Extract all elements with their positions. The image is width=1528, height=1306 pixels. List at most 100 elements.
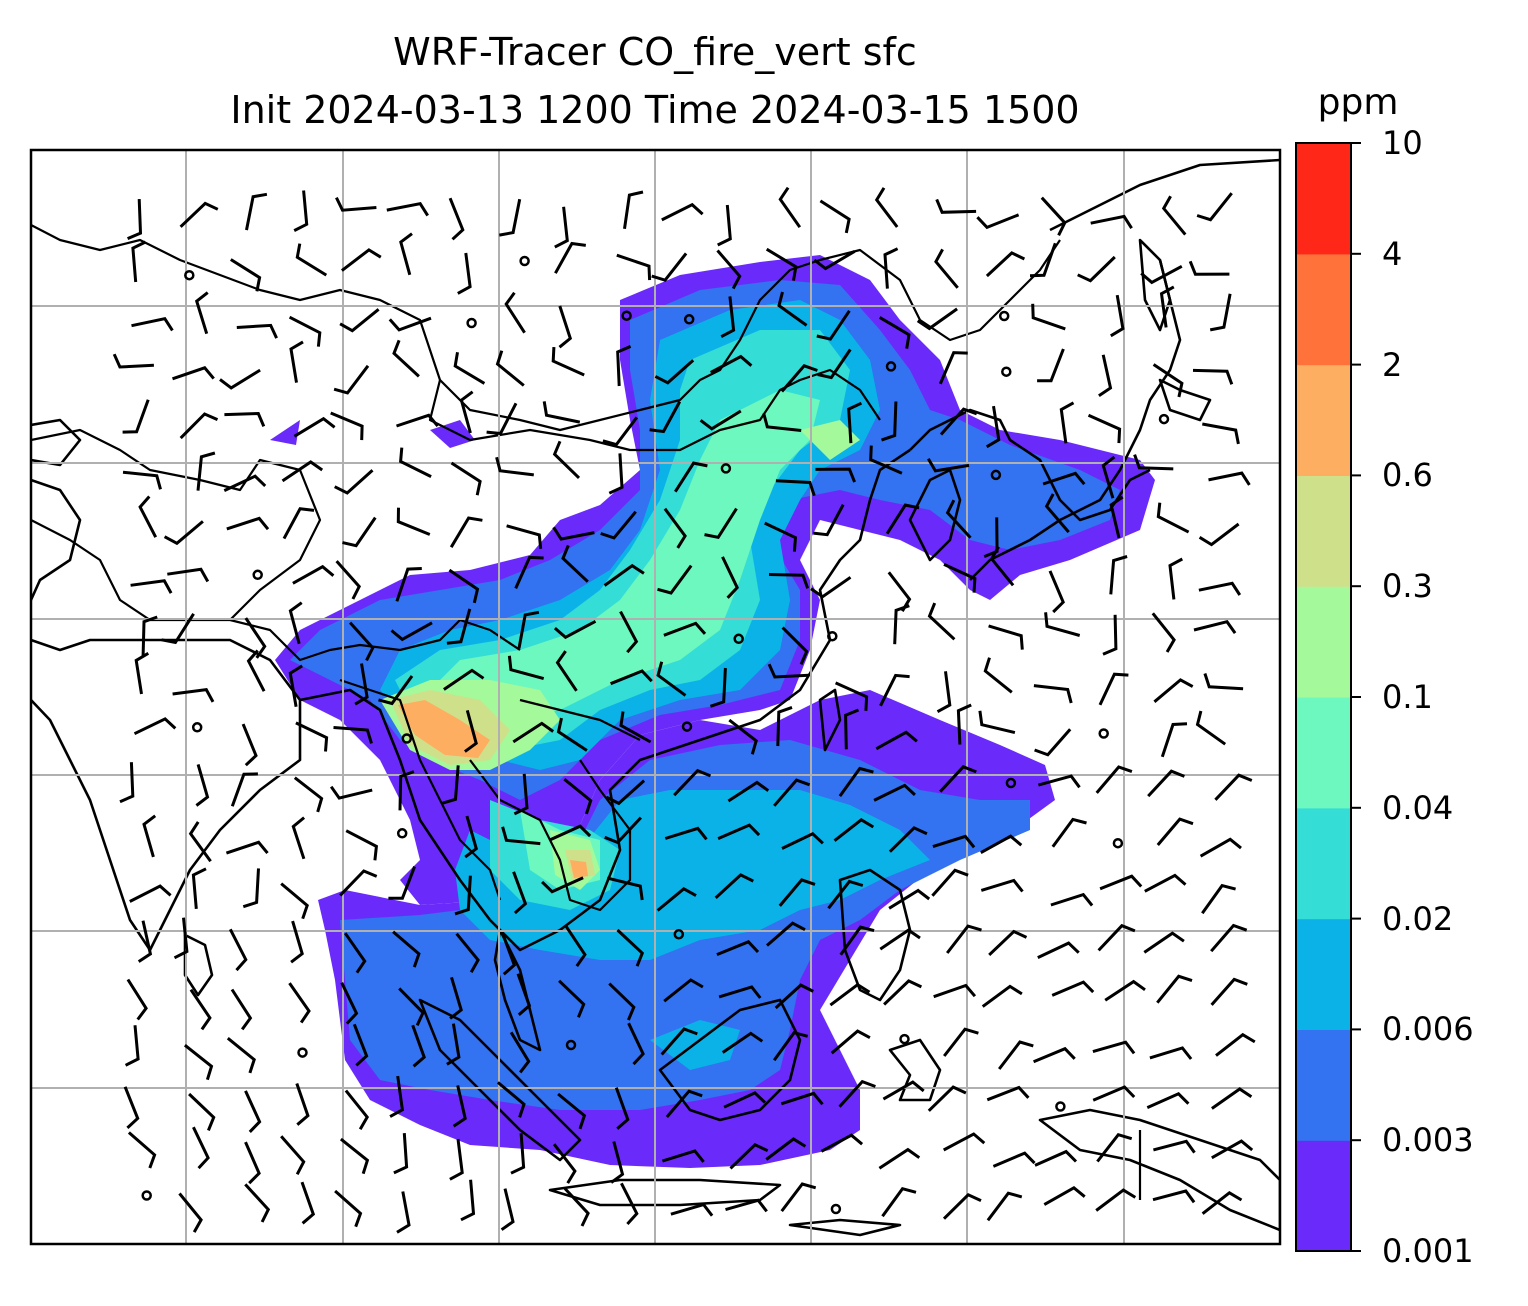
wind-barb [280,882,309,920]
wind-barb [1097,923,1136,952]
wind-barb [623,190,644,230]
wind-calm-marker [998,310,1010,322]
wind-barb [945,499,972,539]
wind-barb [764,521,798,552]
wind-barb [141,615,158,656]
concentration-band-0.04 [430,390,820,720]
colorbar-unit-label: ppm [1317,82,1399,123]
wind-barb [551,347,585,377]
wind-barb [674,461,708,493]
wind-barb [1211,1087,1253,1110]
border-vietnam-china [519,698,641,741]
wind-barb [1193,619,1237,634]
colorbar-tick-label: 0.04 [1382,788,1454,827]
wind-barb [619,711,652,744]
wind-barb [446,608,472,645]
wind-barb [1188,260,1230,276]
wind-barb [189,988,212,1031]
wind-barb [879,928,921,951]
wind-barb [552,526,595,541]
wind-barb [1087,413,1122,444]
wind-calm-marker [827,630,838,642]
wind-barb [717,823,761,840]
wind-barb [561,544,589,583]
wind-barb [334,469,374,495]
wind-barb [983,657,1013,694]
wind-barb [1043,1185,1086,1206]
wind-barb [343,932,367,974]
wind-barb [1050,892,1094,907]
border-russia-mongolia-china [31,224,1061,432]
wind-barb [450,461,482,496]
wind-barb [844,708,860,750]
wind-barb [188,1092,216,1131]
wind-barb [932,834,976,849]
wind-barb [1102,614,1118,656]
wind-barb [512,871,528,915]
wind-barb [464,710,478,753]
wind-barb [335,560,361,600]
wind-barb [781,626,809,665]
wind-barb [236,323,278,339]
wind-barb [554,241,587,274]
wind-calm-marker [396,828,408,839]
wind-barb [838,766,874,797]
wind-calm-marker [401,733,413,744]
wind-barb [453,351,486,385]
wind-barb [985,405,1001,449]
wind-barb [552,1143,577,1184]
concentration-band-0.6-south [570,860,588,878]
wind-barb [1037,348,1065,383]
wind-barb [122,470,162,490]
wind-barb [992,1151,1036,1168]
wind-barb [725,1198,768,1213]
wind-barb [512,721,555,744]
concentration-band-0.6 [398,700,490,758]
wind-barb [553,619,597,640]
wind-barb [810,576,852,599]
wind-barb [1051,980,1095,997]
wind-barb [288,982,311,1024]
wind-barb [1146,1092,1190,1109]
wind-barb [882,1080,925,1101]
wind-barb [1161,195,1187,236]
wind-barb [727,780,770,803]
wind-barb [833,817,875,842]
wind-barb [504,291,526,334]
wind-barb [448,197,465,241]
wind-barb [1059,401,1075,444]
wind-barb [718,985,762,999]
wind-barb [195,763,210,807]
wind-barb [1214,773,1253,801]
wind-barb [649,400,682,434]
wind-barb [998,1040,1034,1070]
coastline-arabia [31,478,82,601]
colorbar-segment [1296,253,1351,366]
wind-barb [874,187,899,228]
wind-barb [660,1027,698,1056]
wind-barb [340,982,359,1025]
wind-barb [452,1085,467,1128]
wind-barb [295,721,329,752]
wind-barb [1109,555,1128,595]
wind-barb [1159,285,1175,328]
wind-barb [976,213,1020,230]
wind-barb [293,416,336,438]
wind-barb [399,447,432,478]
wind-barb [244,1183,271,1223]
wind-barb [228,928,248,972]
wind-barb [1109,495,1124,539]
wind-barb [127,199,143,240]
wind-barb [191,867,207,910]
wind-barb [654,359,695,385]
wind-barb [1199,837,1242,858]
wind-barb [130,579,173,594]
wind-barb [777,291,808,327]
wind-barb [119,762,135,804]
colorbar-segment [1296,586,1351,698]
wind-barb [542,401,581,424]
wind-barb [661,1149,705,1163]
wind-barb [888,826,928,853]
wind-barb [137,920,153,963]
wind-barb [178,1192,203,1233]
